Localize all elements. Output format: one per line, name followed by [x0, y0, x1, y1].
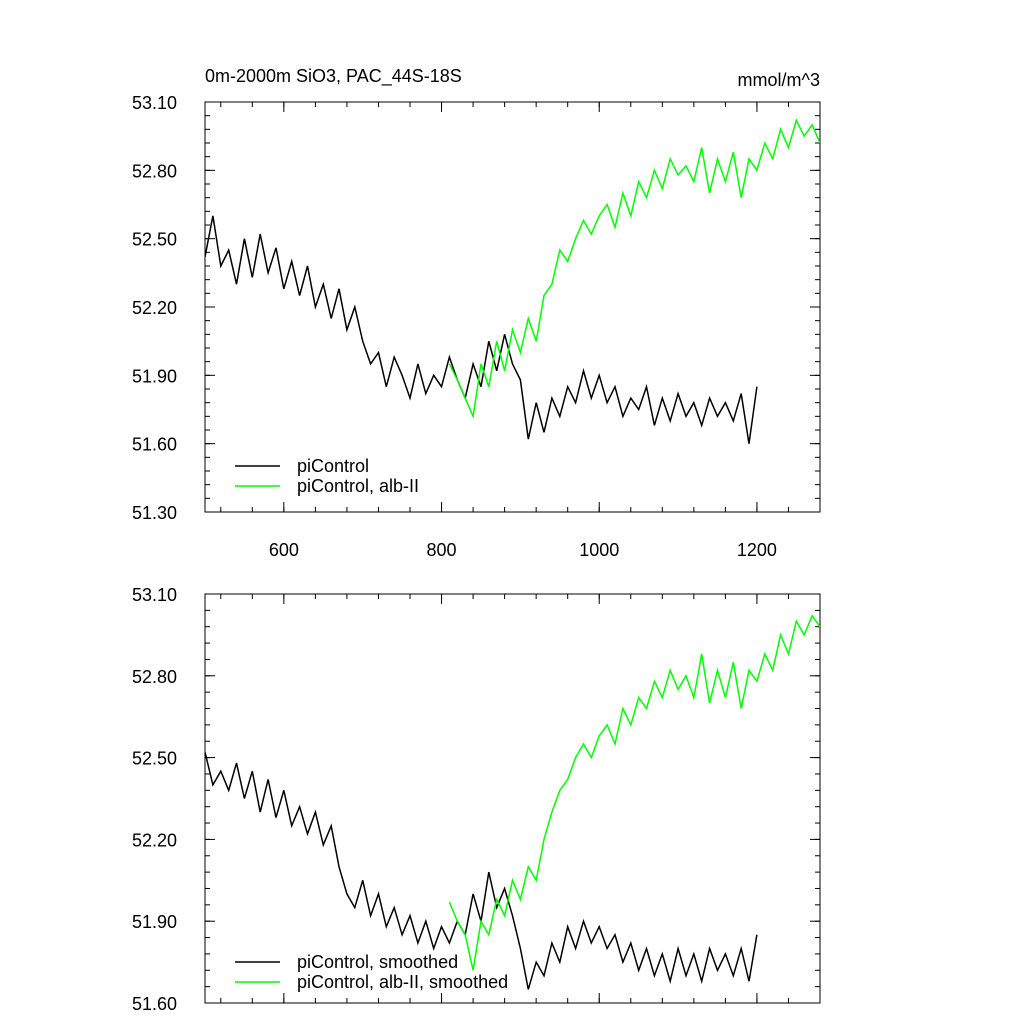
legend-label: piControl, alb-II	[297, 476, 419, 496]
y-tick-label: 52.20	[132, 298, 177, 318]
top-panel: 51.30 51.60 51.90 52.20 52.50 52.80 53.10 600 80…	[132, 93, 821, 560]
y-tick-label: 52.20	[132, 830, 177, 850]
y-tick-label: 52.50	[132, 230, 177, 250]
y-tick-label: 53.10	[132, 93, 177, 113]
units-label: mmol/m^3	[738, 70, 820, 90]
series-line-picontrol	[205, 751, 758, 990]
y-tick-label: 53.10	[132, 585, 177, 605]
y-tick-label: 51.60	[132, 994, 177, 1014]
x-tick-label: 800	[427, 540, 457, 560]
legend-label: piControl, alb-II, smoothed	[297, 972, 508, 992]
y-tick-label: 52.50	[132, 749, 177, 769]
y-tick-label: 51.90	[132, 366, 177, 386]
series-line-picontrol	[205, 215, 758, 444]
chart-title: 0m-2000m SiO3, PAC_44S-18S	[205, 66, 462, 87]
series-line-alb-ii	[448, 614, 820, 971]
series-line-alb-ii	[448, 118, 820, 419]
bottom-panel: 51.60 51.90 52.20 52.50 52.80 53.10 piControl,…	[132, 585, 821, 1014]
x-tick-label: 600	[269, 540, 299, 560]
plot-frame	[204, 593, 821, 1004]
y-tick-label: 52.80	[132, 161, 177, 181]
y-tick-label: 51.90	[132, 912, 177, 932]
y-tick-label: 52.80	[132, 667, 177, 687]
y-tick-label: 51.30	[132, 503, 177, 523]
x-tick-label: 1200	[737, 540, 777, 560]
legend-label: piControl	[297, 456, 369, 476]
plot-frame	[204, 101, 821, 513]
x-tick-label: 1000	[579, 540, 619, 560]
y-tick-label: 51.60	[132, 435, 177, 455]
legend-label: piControl, smoothed	[297, 952, 458, 972]
